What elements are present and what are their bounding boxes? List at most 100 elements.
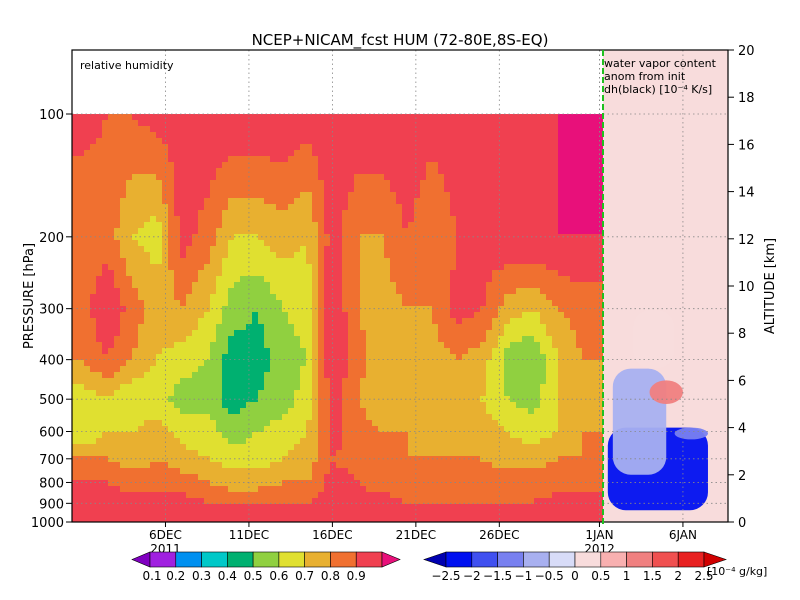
humidity-cell (492, 210, 498, 216)
humidity-cell (126, 138, 132, 144)
humidity-cell (270, 168, 276, 174)
humidity-cell (486, 474, 492, 480)
humidity-cell (318, 414, 324, 420)
humidity-cell (180, 408, 186, 414)
humidity-cell (294, 204, 300, 210)
humidity-cell (474, 132, 480, 138)
humidity-cell (474, 438, 480, 444)
humidity-cell (228, 390, 234, 396)
humidity-cell (210, 198, 216, 204)
humidity-cell (96, 312, 102, 318)
humidity-cell (138, 378, 144, 384)
humidity-cell (228, 456, 234, 462)
humidity-cell (306, 516, 312, 522)
humidity-cell (114, 342, 120, 348)
humidity-cell (282, 426, 288, 432)
humidity-cell (138, 252, 144, 258)
humidity-cell (468, 390, 474, 396)
humidity-cell (498, 132, 504, 138)
humidity-cell (150, 402, 156, 408)
humidity-cell (402, 510, 408, 516)
humidity-cell (204, 300, 210, 306)
humidity-cell (78, 132, 84, 138)
humidity-cell (348, 444, 354, 450)
humidity-cell (456, 138, 462, 144)
humidity-cell (114, 150, 120, 156)
humidity-cell (252, 318, 258, 324)
humidity-cell (198, 132, 204, 138)
humidity-cell (282, 420, 288, 426)
humidity-cell (408, 432, 414, 438)
humidity-cell (504, 240, 510, 246)
humidity-cell (78, 408, 84, 414)
humidity-cell (378, 246, 384, 252)
humidity-cell (456, 504, 462, 510)
humidity-cell (492, 126, 498, 132)
humidity-cell (450, 318, 456, 324)
humidity-cell (186, 240, 192, 246)
humidity-cell (384, 444, 390, 450)
humidity-cell (180, 378, 186, 384)
humidity-cell (486, 408, 492, 414)
humidity-cell (354, 258, 360, 264)
humidity-cell (204, 390, 210, 396)
humidity-cell (504, 318, 510, 324)
humidity-cell (174, 174, 180, 180)
humidity-cell (486, 402, 492, 408)
humidity-cell (306, 378, 312, 384)
humidity-cell (144, 132, 150, 138)
humidity-cell (156, 330, 162, 336)
humidity-cell (252, 450, 258, 456)
humidity-cell (432, 390, 438, 396)
humidity-cell (150, 126, 156, 132)
humidity-cell (180, 366, 186, 372)
humidity-cell (192, 312, 198, 318)
humidity-cell (432, 210, 438, 216)
humidity-cell (414, 414, 420, 420)
humidity-cell (252, 396, 258, 402)
humidity-cell (282, 294, 288, 300)
humidity-cell (186, 228, 192, 234)
humidity-cell (402, 486, 408, 492)
humidity-cell (108, 306, 114, 312)
humidity-cell (348, 282, 354, 288)
humidity-cell (408, 234, 414, 240)
humidity-cell (216, 324, 222, 330)
humidity-cell (150, 444, 156, 450)
humidity-cell (288, 444, 294, 450)
humidity-cell (102, 504, 108, 510)
humidity-cell (456, 414, 462, 420)
humidity-cell (198, 516, 204, 522)
humidity-cell (426, 474, 432, 480)
humidity-cell (156, 222, 162, 228)
humidity-cell (132, 228, 138, 234)
humidity-cell (174, 138, 180, 144)
humidity-cell (258, 288, 264, 294)
humidity-cell (414, 270, 420, 276)
humidity-cell (258, 246, 264, 252)
humidity-cell (162, 150, 168, 156)
humidity-cell (414, 174, 420, 180)
humidity-cell (474, 366, 480, 372)
humidity-cell (372, 480, 378, 486)
humidity-cell (120, 390, 126, 396)
humidity-cell (378, 492, 384, 498)
humidity-cell (384, 138, 390, 144)
humidity-cell (396, 222, 402, 228)
humidity-cell (510, 156, 516, 162)
humidity-cell (288, 162, 294, 168)
humidity-cell (504, 168, 510, 174)
humidity-cell (186, 408, 192, 414)
humidity-cell (150, 408, 156, 414)
humidity-cell (348, 486, 354, 492)
humidity-cell (240, 216, 246, 222)
humidity-cell (468, 486, 474, 492)
humidity-cell (204, 216, 210, 222)
humidity-cell (372, 162, 378, 168)
humidity-cell (330, 294, 336, 300)
humidity-cell (348, 150, 354, 156)
humidity-cell (300, 498, 306, 504)
humidity-cell (228, 234, 234, 240)
humidity-cell (330, 276, 336, 282)
humidity-cell (282, 180, 288, 186)
